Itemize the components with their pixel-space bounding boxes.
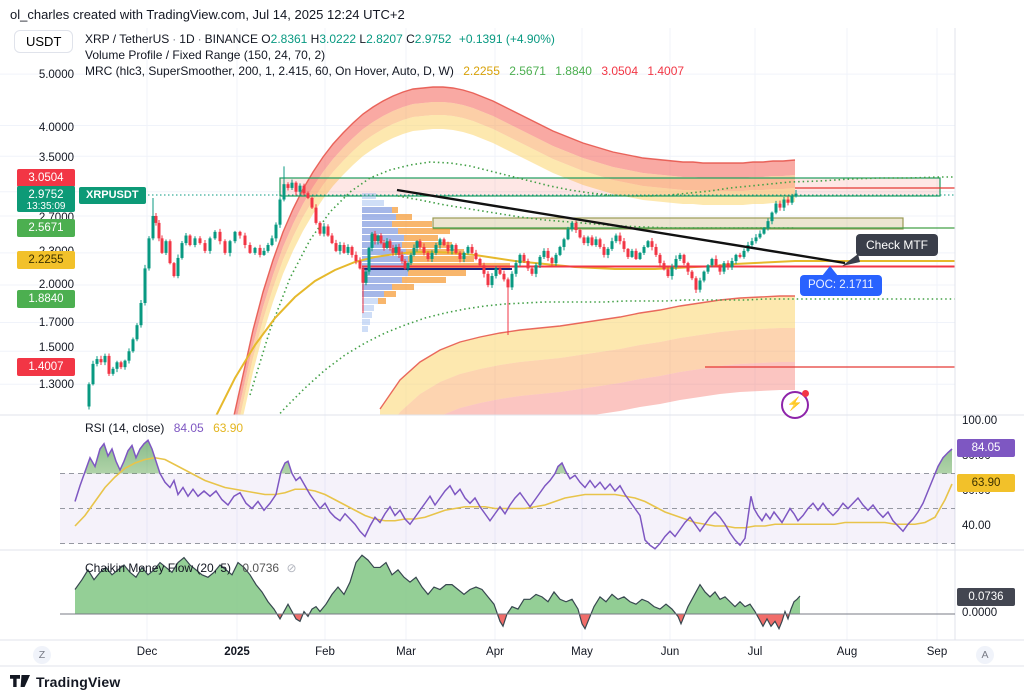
- volume-profile-legend-row[interactable]: Volume Profile / Fixed Range (150, 24, 7…: [85, 48, 326, 62]
- cmf-value: 0.0736: [242, 561, 280, 575]
- check-mtf-tail: [842, 254, 860, 266]
- time-axis-label[interactable]: May: [571, 646, 593, 658]
- ohlc-value: 2.8207: [366, 32, 403, 46]
- hidden-marker-icon: ⊘: [286, 561, 297, 575]
- flash-boost-icon[interactable]: ⚡: [781, 390, 809, 419]
- price-axis-badge: 1.4007: [17, 358, 75, 376]
- price-axis-label: 1.5000: [38, 342, 74, 354]
- time-axis-label[interactable]: Dec: [136, 646, 158, 658]
- rsi-value: 63.90: [209, 421, 244, 435]
- indicator-axis-label: 0.0000: [962, 607, 998, 619]
- time-axis-label[interactable]: Apr: [486, 646, 504, 658]
- price-axis-badge: 3.0504: [17, 169, 75, 187]
- symbol-price-tag[interactable]: XRPUSDT: [79, 187, 146, 204]
- price-axis-badge: 2.5671: [17, 219, 75, 237]
- page-title: ol_charles created with TradingView.com,…: [10, 7, 405, 22]
- cmf-title: Chaikin Money Flow (20, 5): [85, 561, 232, 575]
- tradingview-brand[interactable]: TradingView: [10, 674, 120, 690]
- ohlc-value: 2.8361: [270, 32, 308, 46]
- mrc-value: 2.5671: [505, 64, 546, 78]
- change-value: +0.1391 (+4.90%): [458, 32, 555, 46]
- price-axis-badge: 1.8840: [17, 290, 75, 308]
- mrc-legend-row[interactable]: MRC (hlc3, SuperSmoother, 200, 1, 2.415,…: [85, 64, 684, 78]
- price-axis-label: 3.5000: [38, 152, 74, 164]
- time-axis-label[interactable]: Feb: [315, 646, 335, 658]
- cmf-legend-row[interactable]: Chaikin Money Flow (20, 5) 0.0736 ⊘: [85, 561, 297, 575]
- price-axis-label: 4.0000: [38, 122, 74, 134]
- poc-label: POC: 2.1711: [800, 275, 882, 296]
- time-axis-label[interactable]: Aug: [836, 646, 858, 658]
- rsi-title: RSI (14, close): [85, 421, 165, 435]
- time-axis-label[interactable]: 2025: [224, 646, 250, 658]
- rsi-value: 84.05: [173, 421, 204, 435]
- mrc-value: 2.2255: [463, 64, 500, 78]
- interval: 1D: [179, 32, 195, 46]
- time-axis-marker[interactable]: Z: [33, 646, 51, 664]
- ohlc-value: 2.9752: [414, 32, 452, 46]
- check-mtf-callout[interactable]: Check MTF: [856, 234, 939, 256]
- time-axis-label[interactable]: Mar: [396, 646, 416, 658]
- price-axis-badge: 2.9752 13:35:09: [17, 186, 75, 212]
- indicator-axis-badge: 63.90: [957, 474, 1015, 492]
- symbol-legend-row[interactable]: XRP / TetherUS · 1D · BINANCE O2.8361 H3.022…: [85, 32, 555, 46]
- mrc-value: 1.8840: [551, 64, 592, 78]
- notification-dot: [802, 390, 809, 397]
- indicator-axis-label: 40.00: [962, 520, 991, 532]
- indicator-axis-label: 100.00: [962, 415, 998, 427]
- currency-button[interactable]: USDT: [14, 30, 74, 53]
- mrc-value: 3.0504: [597, 64, 639, 78]
- ohlc-key: H: [307, 32, 320, 46]
- price-axis-label: 2.0000: [38, 279, 74, 291]
- tradingview-logo-icon: [10, 675, 30, 687]
- time-axis-label[interactable]: Jul: [747, 646, 763, 658]
- ohlc-key: O: [261, 32, 271, 46]
- ohlc-value: 3.0222: [319, 32, 357, 46]
- mrc-label: MRC (hlc3, SuperSmoother, 200, 1, 2.415,…: [85, 64, 454, 78]
- rsi-legend-row[interactable]: RSI (14, close) 84.05 63.90: [85, 421, 243, 435]
- ohlc-values: O2.8361 H3.0222 L2.8207 C2.9752: [261, 32, 451, 46]
- symbol-name: XRP / TetherUS: [85, 32, 170, 46]
- ohlc-key: C: [402, 32, 415, 46]
- exchange: BINANCE: [204, 32, 258, 46]
- mrc-values: 2.2255 2.5671 1.8840 3.0504 1.4007: [457, 64, 684, 78]
- indicator-axis-badge: 84.05: [957, 439, 1015, 457]
- indicator-axis-badge: 0.0736: [957, 588, 1015, 606]
- time-axis-marker[interactable]: A: [976, 646, 994, 664]
- price-axis-label: 5.0000: [38, 69, 74, 81]
- mrc-value: 1.4007: [644, 64, 685, 78]
- brand-name: TradingView: [36, 674, 121, 690]
- price-axis-label: 1.3000: [38, 379, 74, 391]
- poc-label-notch: [822, 266, 838, 276]
- rsi-values: 84.05 63.90: [168, 421, 243, 435]
- countdown-timer: 13:35:09: [26, 201, 66, 212]
- time-axis-label[interactable]: Sep: [926, 646, 948, 658]
- price-axis-badge: 2.2255: [17, 251, 75, 269]
- time-axis-label[interactable]: Jun: [660, 646, 680, 658]
- price-axis-label: 1.7000: [38, 317, 74, 329]
- ohlc-key: L: [356, 32, 367, 46]
